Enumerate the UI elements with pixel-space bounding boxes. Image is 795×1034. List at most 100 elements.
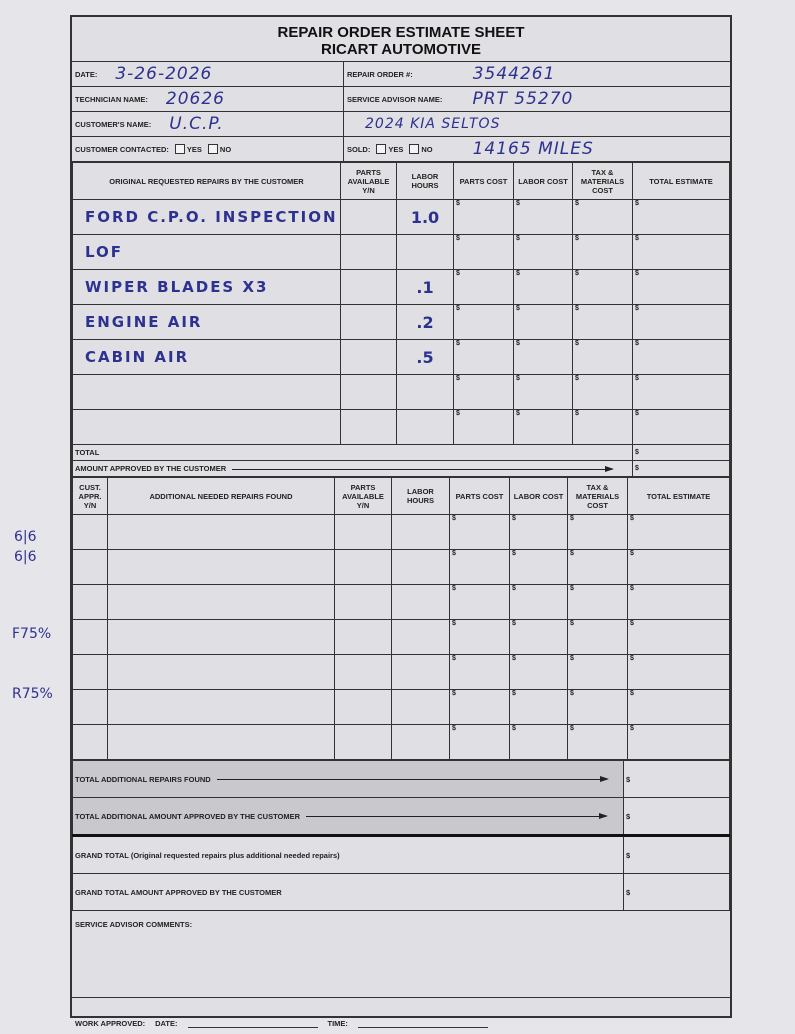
labor-cost-cell[interactable]: $ — [509, 654, 568, 690]
total-estimate-cell[interactable]: $ — [632, 199, 730, 235]
labor-cost-cell[interactable]: $ — [513, 374, 573, 410]
labor-cost-cell[interactable]: $ — [509, 514, 568, 550]
cust-approval-cell[interactable] — [72, 584, 108, 620]
parts-available-cell[interactable] — [334, 619, 392, 655]
date-value[interactable]: 3-26-2026 — [115, 64, 213, 84]
tax-cost-cell[interactable]: $ — [572, 199, 633, 235]
labor-hours-cell[interactable] — [391, 689, 450, 725]
total-estimate-cell[interactable]: $ — [627, 619, 730, 655]
tax-cost-cell[interactable]: $ — [572, 374, 633, 410]
cust-approval-cell[interactable] — [72, 654, 108, 690]
parts-cost-cell[interactable]: $ — [453, 409, 514, 445]
parts-available-cell[interactable] — [334, 654, 392, 690]
repair-description[interactable]: CABIN AIR — [72, 339, 341, 375]
parts-cost-cell[interactable]: $ — [453, 304, 514, 340]
tax-cost-cell[interactable]: $ — [567, 654, 628, 690]
tax-cost-cell[interactable]: $ — [567, 514, 628, 550]
labor-hours-cell[interactable] — [391, 654, 450, 690]
service-advisor-comments[interactable]: SERVICE ADVISOR COMMENTS: — [72, 911, 730, 998]
total-estimate-cell[interactable]: $ — [632, 409, 730, 445]
parts-available-cell[interactable] — [340, 304, 397, 340]
total-estimate-cell[interactable]: $ — [627, 689, 730, 725]
total-additional-approved-value[interactable]: $ — [623, 797, 730, 836]
cust-approval-cell[interactable] — [72, 549, 108, 585]
original-approved-value[interactable]: $ — [632, 460, 730, 477]
labor-hours-cell[interactable]: .5 — [396, 339, 454, 375]
labor-cost-cell[interactable]: $ — [513, 234, 573, 270]
parts-available-cell[interactable] — [334, 689, 392, 725]
labor-cost-cell[interactable]: $ — [513, 199, 573, 235]
repair-description[interactable] — [107, 549, 335, 585]
total-estimate-cell[interactable]: $ — [632, 304, 730, 340]
labor-hours-cell[interactable] — [396, 234, 454, 270]
labor-hours-cell[interactable] — [391, 619, 450, 655]
labor-cost-cell[interactable]: $ — [513, 304, 573, 340]
parts-cost-cell[interactable]: $ — [449, 724, 510, 760]
repair-description[interactable] — [107, 619, 335, 655]
repair-description[interactable]: ENGINE AIR — [72, 304, 341, 340]
tax-cost-cell[interactable]: $ — [567, 549, 628, 585]
tax-cost-cell[interactable]: $ — [567, 584, 628, 620]
labor-hours-cell[interactable]: .1 — [396, 269, 454, 305]
labor-cost-cell[interactable]: $ — [513, 409, 573, 445]
tax-cost-cell[interactable]: $ — [572, 304, 633, 340]
labor-cost-cell[interactable]: $ — [513, 269, 573, 305]
vehicle-value[interactable]: 2024 KIA SELTOS — [365, 116, 501, 132]
mileage-value[interactable]: 14165 MILES — [472, 139, 594, 159]
total-estimate-cell[interactable]: $ — [627, 514, 730, 550]
parts-available-cell[interactable] — [334, 724, 392, 760]
total-estimate-cell[interactable]: $ — [627, 654, 730, 690]
parts-cost-cell[interactable]: $ — [449, 549, 510, 585]
parts-cost-cell[interactable]: $ — [453, 374, 514, 410]
parts-available-cell[interactable] — [340, 409, 397, 445]
parts-cost-cell[interactable]: $ — [453, 269, 514, 305]
repair-description[interactable]: WIPER BLADES X3 — [72, 269, 341, 305]
parts-cost-cell[interactable]: $ — [449, 514, 510, 550]
labor-hours-cell[interactable]: 1.0 — [396, 199, 454, 235]
repair-description[interactable]: FORD C.P.O. INSPECTION — [72, 199, 341, 235]
parts-available-cell[interactable] — [340, 234, 397, 270]
cust-approval-cell[interactable] — [72, 619, 108, 655]
parts-available-cell[interactable] — [340, 374, 397, 410]
total-additional-found-value[interactable]: $ — [623, 760, 730, 798]
labor-cost-cell[interactable]: $ — [509, 724, 568, 760]
labor-cost-cell[interactable]: $ — [509, 689, 568, 725]
parts-available-cell[interactable] — [334, 549, 392, 585]
parts-cost-cell[interactable]: $ — [453, 234, 514, 270]
total-estimate-cell[interactable]: $ — [627, 549, 730, 585]
parts-available-cell[interactable] — [340, 199, 397, 235]
labor-cost-cell[interactable]: $ — [509, 549, 568, 585]
total-estimate-cell[interactable]: $ — [632, 234, 730, 270]
parts-available-cell[interactable] — [334, 584, 392, 620]
contacted-no-checkbox[interactable] — [207, 144, 218, 154]
labor-cost-cell[interactable]: $ — [509, 584, 568, 620]
tax-cost-cell[interactable]: $ — [572, 339, 633, 375]
grand-total-approved-value[interactable]: $ — [623, 873, 730, 911]
total-estimate-cell[interactable]: $ — [632, 339, 730, 375]
total-estimate-cell[interactable]: $ — [627, 724, 730, 760]
repair-description[interactable] — [107, 584, 335, 620]
tax-cost-cell[interactable]: $ — [567, 689, 628, 725]
repair-order-value[interactable]: 3544261 — [472, 64, 556, 84]
parts-cost-cell[interactable]: $ — [453, 339, 514, 375]
parts-cost-cell[interactable]: $ — [449, 654, 510, 690]
repair-description[interactable] — [107, 514, 335, 550]
technician-value[interactable]: 20626 — [165, 89, 226, 109]
total-estimate-cell[interactable]: $ — [627, 584, 730, 620]
labor-hours-cell[interactable] — [391, 584, 450, 620]
original-total-value[interactable]: $ — [632, 444, 730, 461]
total-estimate-cell[interactable]: $ — [632, 374, 730, 410]
repair-description[interactable] — [107, 689, 335, 725]
tax-cost-cell[interactable]: $ — [567, 619, 628, 655]
total-estimate-cell[interactable]: $ — [632, 269, 730, 305]
cust-approval-cell[interactable] — [72, 724, 108, 760]
grand-total-value[interactable]: $ — [623, 834, 730, 874]
sold-yes-checkbox[interactable] — [376, 144, 387, 154]
cust-approval-cell[interactable] — [72, 514, 108, 550]
repair-description[interactable]: LOF — [72, 234, 341, 270]
parts-available-cell[interactable] — [340, 269, 397, 305]
parts-cost-cell[interactable]: $ — [453, 199, 514, 235]
advisor-value[interactable]: PRT 55270 — [472, 89, 574, 109]
labor-cost-cell[interactable]: $ — [509, 619, 568, 655]
sold-no-checkbox[interactable] — [409, 144, 420, 154]
